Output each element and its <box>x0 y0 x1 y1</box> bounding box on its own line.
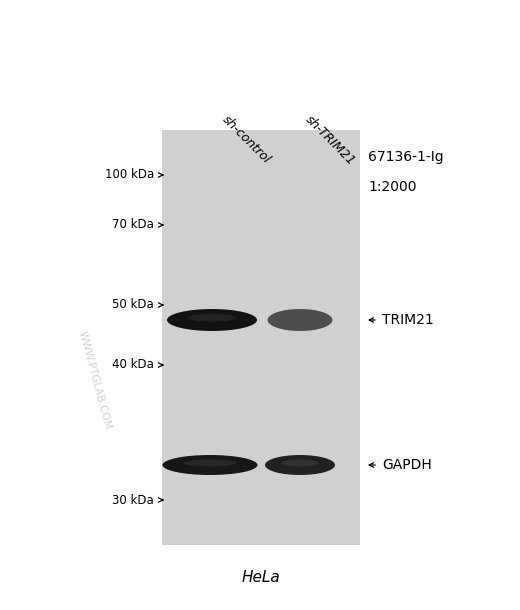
Ellipse shape <box>184 459 236 467</box>
Text: 30 kDa: 30 kDa <box>112 493 154 506</box>
Bar <box>162 130 360 545</box>
Text: 40 kDa: 40 kDa <box>112 359 154 371</box>
Ellipse shape <box>187 314 237 321</box>
Text: 50 kDa: 50 kDa <box>112 298 154 312</box>
Text: WWW.PTGLAB.COM: WWW.PTGLAB.COM <box>77 329 113 431</box>
Ellipse shape <box>265 455 335 475</box>
Text: TRIM21: TRIM21 <box>382 313 434 327</box>
Text: 1:2000: 1:2000 <box>368 180 417 194</box>
Text: 70 kDa: 70 kDa <box>112 218 154 232</box>
Ellipse shape <box>267 309 332 331</box>
Text: 67136-1-Ig: 67136-1-Ig <box>368 150 444 164</box>
Text: HeLa: HeLa <box>242 570 280 585</box>
Ellipse shape <box>167 309 257 331</box>
Text: sh-TRIM21: sh-TRIM21 <box>303 113 358 168</box>
Text: 100 kDa: 100 kDa <box>105 168 154 182</box>
Text: GAPDH: GAPDH <box>382 458 432 472</box>
Ellipse shape <box>281 459 319 467</box>
Ellipse shape <box>162 455 257 475</box>
Text: sh-control: sh-control <box>220 113 274 166</box>
